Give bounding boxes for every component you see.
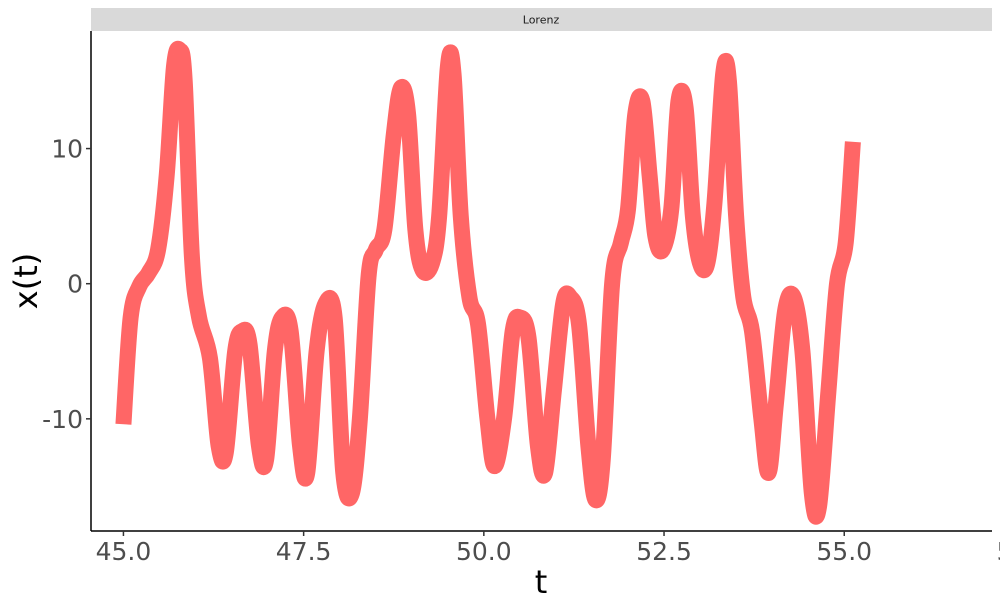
series-line-0 bbox=[115, 40, 861, 525]
x-tick-label: 45.0 bbox=[96, 537, 152, 566]
y-tick-label: 10 bbox=[51, 135, 83, 164]
x-tick-label: 47.5 bbox=[276, 537, 332, 566]
facet-strip bbox=[91, 8, 992, 31]
x-tick-label: 50.0 bbox=[456, 537, 512, 566]
x-axis-title: t bbox=[535, 563, 548, 600]
y-axis-title: x(t) bbox=[7, 253, 45, 309]
data-layer bbox=[115, 40, 861, 525]
y-ticks: -10 0 10 bbox=[42, 135, 91, 434]
x-tick-label: 52.5 bbox=[636, 537, 692, 566]
y-tick-label: -10 bbox=[42, 405, 83, 434]
x-tick-label: 55.0 bbox=[816, 537, 872, 566]
x-tick-label: 57.5 bbox=[997, 537, 1000, 566]
facet-strip-label: Lorenz bbox=[523, 14, 560, 27]
y-tick-label: 0 bbox=[67, 270, 83, 299]
x-ticks: 45.0 47.5 50.0 52.5 55.0 57.5 bbox=[96, 531, 1000, 566]
